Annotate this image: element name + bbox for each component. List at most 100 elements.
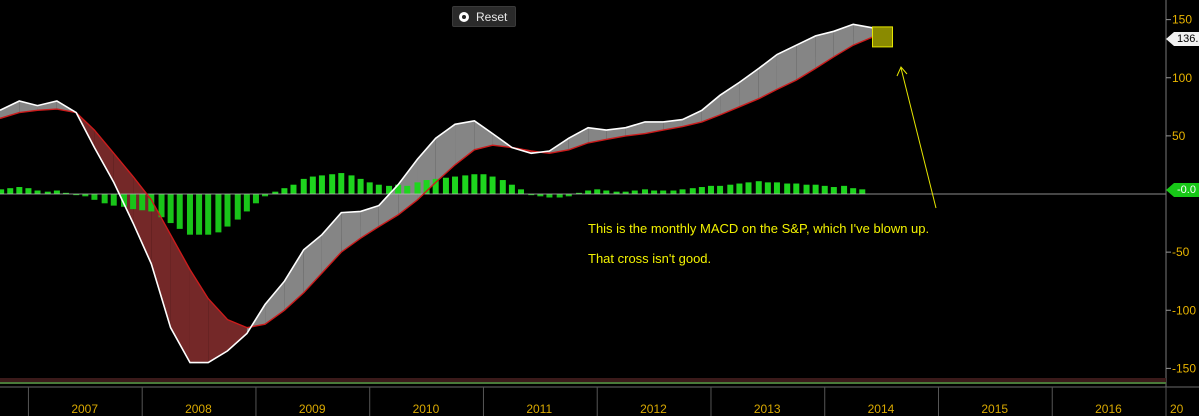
histogram-bar <box>499 180 506 194</box>
histogram-bar <box>101 194 108 204</box>
histogram-bar <box>812 184 819 194</box>
histogram-bar <box>556 194 563 198</box>
histogram-bar <box>698 187 705 194</box>
histogram-bar <box>442 177 449 194</box>
histogram-bar <box>462 175 469 194</box>
x-axis: 2007 2008 2009 2010 2011 2012 2013 2014 2015 2016… <box>0 378 1199 416</box>
histogram-bar <box>205 194 212 235</box>
year-label: 2010 <box>413 402 440 416</box>
year-label: 2015 <box>981 402 1008 416</box>
fill-segment <box>417 138 436 200</box>
year-label: 2011 <box>526 402 552 416</box>
histogram-bar <box>348 175 355 194</box>
histogram-bar <box>272 191 279 194</box>
histogram-bar <box>7 188 14 194</box>
histogram <box>0 173 866 235</box>
histogram-bar <box>281 188 288 194</box>
fill-segment <box>94 130 114 183</box>
histogram-bar <box>196 194 203 235</box>
histogram-bar <box>576 192 583 194</box>
histogram-bar <box>423 180 430 194</box>
histogram-bar <box>34 190 41 194</box>
fill-segment <box>303 234 322 293</box>
histogram-bar <box>745 182 752 194</box>
fill-segment <box>474 120 493 150</box>
histogram-bar <box>44 191 51 194</box>
radio-icon <box>459 11 469 22</box>
histogram-bar <box>707 185 714 194</box>
histogram-bar <box>631 190 638 194</box>
histogram-bar <box>53 190 60 194</box>
reset-button[interactable]: Reset <box>452 6 516 27</box>
fill-segment <box>189 269 209 363</box>
histogram-bar <box>859 189 866 194</box>
year-label: 2007 <box>71 402 98 416</box>
histogram-bar <box>130 194 137 210</box>
histogram-bar <box>120 194 127 207</box>
annotation-arrow <box>900 67 937 209</box>
histogram-bar <box>414 182 421 194</box>
fill-segment <box>701 95 721 122</box>
histogram-bar <box>641 189 648 194</box>
year-label: 20 <box>1170 402 1184 416</box>
histogram-bar <box>432 178 439 194</box>
histogram-bar <box>793 183 800 194</box>
histogram-bar <box>82 194 89 197</box>
fill-segment <box>625 121 645 136</box>
histogram-bar <box>518 189 525 194</box>
histogram-bar <box>613 191 620 194</box>
histogram-bar <box>234 194 241 220</box>
fill-segment <box>833 24 854 57</box>
histogram-bar <box>679 189 686 194</box>
histogram-bar <box>62 192 69 194</box>
histogram-bar <box>395 184 402 194</box>
histogram-bar <box>366 182 373 194</box>
fill-segment <box>19 101 38 113</box>
histogram-bar <box>329 174 336 194</box>
histogram-bar <box>158 194 165 218</box>
histogram-bar <box>91 194 98 200</box>
highlight-marker <box>872 26 894 48</box>
fill-segment <box>170 234 190 363</box>
histogram-bar <box>252 194 259 204</box>
year-label: 2009 <box>299 402 326 416</box>
histogram-bar <box>660 190 667 194</box>
fill-segment <box>435 124 456 183</box>
histogram-bar <box>764 182 771 194</box>
histogram-bar <box>16 187 23 194</box>
histogram-bar <box>736 183 743 194</box>
bottom-strip-green <box>0 382 1166 384</box>
histogram-bar <box>404 185 411 194</box>
y-axis: 150 100 50 -50 -100 -150 <box>1165 0 1196 387</box>
y-tick-label: 150 <box>1172 13 1192 27</box>
fill-segment <box>776 45 797 90</box>
histogram-bar <box>565 194 572 197</box>
histogram-bar <box>651 190 658 194</box>
annotation-line-1: This is the monthly MACD on the S&P, whi… <box>588 221 930 236</box>
macd-line <box>0 23 873 364</box>
histogram-bar <box>585 190 592 194</box>
histogram-bar <box>480 174 487 194</box>
highlight-marker-group <box>872 26 937 209</box>
year-label: 2013 <box>754 402 781 416</box>
fill-segment <box>739 68 759 107</box>
histogram-bar <box>803 184 810 194</box>
fill-segment <box>341 211 361 253</box>
year-label: 2012 <box>640 402 667 416</box>
histogram-bar <box>243 194 250 212</box>
fill-segment <box>796 35 816 81</box>
year-label: 2008 <box>185 402 212 416</box>
histogram-bar <box>309 176 316 194</box>
histogram-bar <box>338 173 345 194</box>
y-tick-label: -100 <box>1172 303 1196 317</box>
fill-segment <box>853 24 873 46</box>
histogram-bar <box>318 175 325 194</box>
fill-segment <box>37 101 57 111</box>
histogram-bar <box>717 185 724 194</box>
bottom-strip <box>0 378 1166 382</box>
histogram-bar <box>622 191 629 194</box>
histogram-bar <box>830 187 837 194</box>
histogram-bar <box>528 194 535 196</box>
reset-label: Reset <box>476 9 508 24</box>
